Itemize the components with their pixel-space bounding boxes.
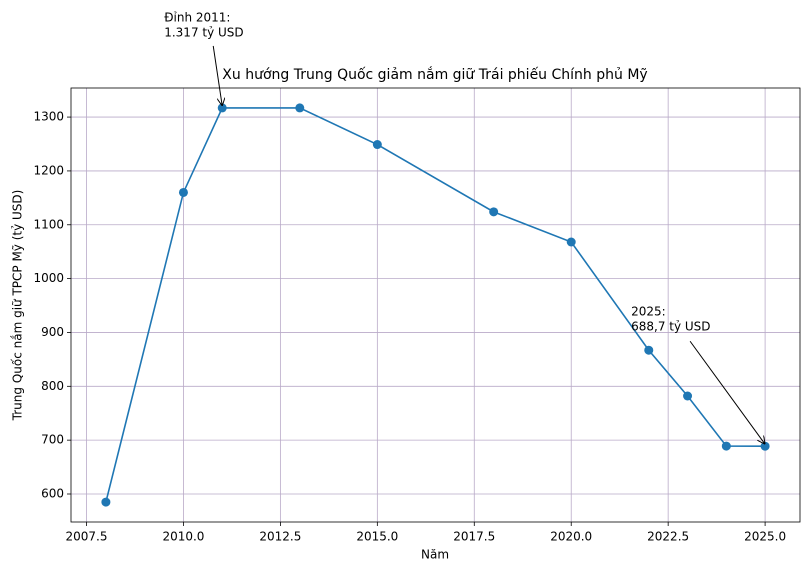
data-line bbox=[105, 107, 766, 503]
data-point bbox=[295, 103, 305, 113]
y-tick-label: 1000 bbox=[33, 271, 64, 285]
y-tick-label: 700 bbox=[41, 433, 64, 447]
x-tick-label: 2007.5 bbox=[66, 530, 108, 544]
x-axis-label: Năm bbox=[421, 548, 449, 562]
y-tick-label: 800 bbox=[41, 379, 64, 393]
y-tick-label: 600 bbox=[41, 487, 64, 501]
y-axis-label: Trung Quốc nắm giữ TPCP Mỹ (tỷ USD) bbox=[11, 190, 25, 422]
data-point bbox=[101, 497, 111, 507]
y-tick-label: 1200 bbox=[33, 163, 64, 177]
data-point bbox=[683, 391, 693, 401]
annotation-text: 2025: bbox=[631, 305, 666, 319]
data-point bbox=[566, 237, 576, 247]
annotation-text: 1.317 tỷ USD bbox=[164, 25, 243, 39]
data-point bbox=[760, 441, 770, 451]
data-point bbox=[644, 345, 654, 355]
x-tick-label: 2020.0 bbox=[550, 530, 592, 544]
data-point bbox=[372, 140, 382, 150]
y-tick-label: 1300 bbox=[33, 110, 64, 124]
x-tick-label: 2022.5 bbox=[647, 530, 689, 544]
annotation-arrow bbox=[689, 340, 765, 444]
x-tick-label: 2025.0 bbox=[744, 530, 786, 544]
x-tick-label: 2010.0 bbox=[162, 530, 204, 544]
x-tick-label: 2017.5 bbox=[453, 530, 495, 544]
data-point bbox=[721, 441, 731, 451]
x-tick-label: 2015.0 bbox=[356, 530, 398, 544]
annotation-text: Đỉnh 2011: bbox=[164, 10, 230, 24]
data-point bbox=[178, 187, 188, 197]
annotation-arrow bbox=[212, 45, 222, 106]
y-tick-label: 900 bbox=[41, 325, 64, 339]
y-tick-label: 1100 bbox=[33, 217, 64, 231]
chart-title: Xu hướng Trung Quốc giảm nắm giữ Trái ph… bbox=[222, 66, 647, 83]
annotation-text: 688,7 tỷ USD bbox=[631, 320, 710, 334]
x-tick-label: 2012.5 bbox=[259, 530, 301, 544]
plot-frame bbox=[70, 87, 801, 523]
data-point bbox=[489, 207, 499, 217]
